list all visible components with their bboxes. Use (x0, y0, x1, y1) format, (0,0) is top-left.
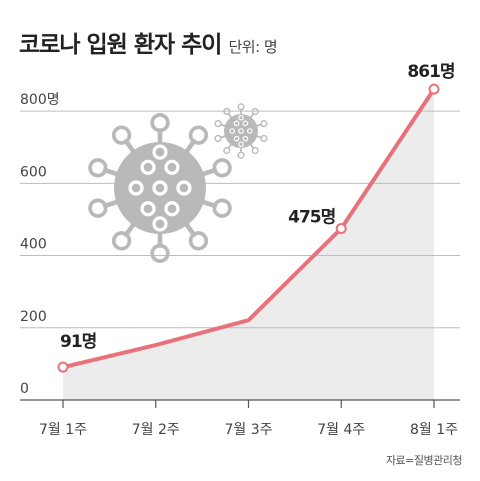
y-tick-label-800: 800명 (20, 92, 60, 108)
data-point-3 (335, 222, 347, 234)
area-fill (63, 89, 434, 400)
data-point-0 (57, 361, 69, 373)
data-label-4: 861명 (407, 62, 454, 82)
x-tick-label-1: 7월 2주 (132, 422, 180, 438)
x-tick-label-3: 7월 4주 (317, 422, 365, 438)
y-tick-label-400: 400 (20, 237, 47, 253)
data-point-4 (428, 83, 440, 95)
chart-title: 코로나 입원 환자 추이 (19, 32, 222, 58)
chart-header: 코로나 입원 환자 추이 단위: 명 (19, 25, 278, 59)
data-label-0: 91명 (60, 332, 96, 352)
y-tick-label-0: 0 (20, 381, 29, 397)
x-tick-label-2: 7월 3주 (224, 422, 272, 438)
series-line (61, 87, 436, 370)
x-tick-label-0: 7월 1주 (39, 422, 87, 438)
source-note: 자료=질병관리청 (385, 454, 463, 467)
small-virus-icon (214, 103, 268, 159)
y-tick-label-600: 600 (20, 164, 47, 180)
large-virus-icon (88, 113, 232, 263)
data-label-3: 475명 (288, 207, 335, 227)
x-tick-label-4: 8월 1주 (410, 422, 458, 438)
unit-label: 단위: 명 (228, 38, 278, 56)
y-tick-label-200: 200 (20, 309, 47, 325)
